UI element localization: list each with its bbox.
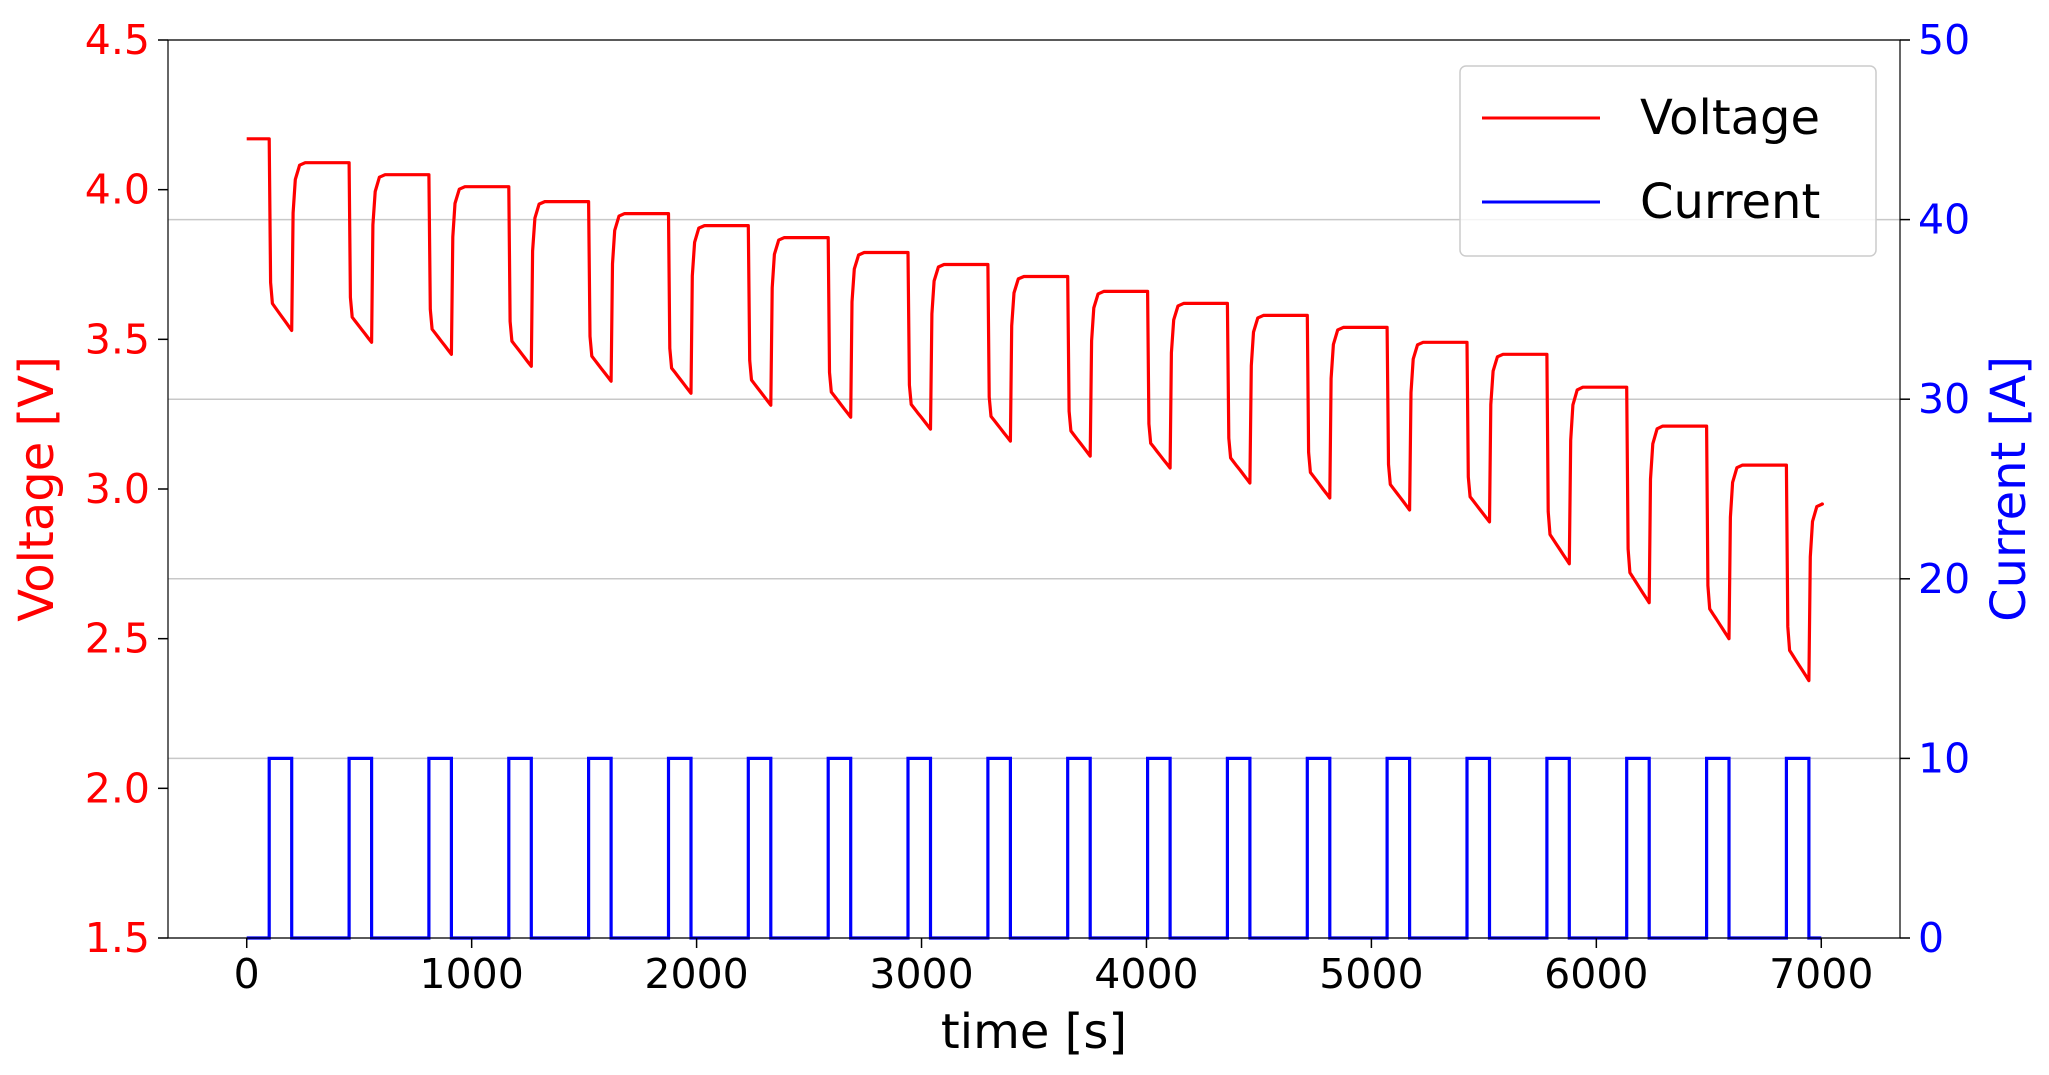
axis-ticks: 0 1000 2000 3000 4000 5000 6000 7000 1.5 2.0 2.5 3.… — [85, 16, 1970, 998]
y-right-tick-label: 50 — [1918, 16, 1970, 64]
legend-label-voltage: Voltage — [1640, 90, 1820, 146]
y-left-tick-label: 3.0 — [85, 465, 150, 513]
y-axis-left-title: Voltage [V] — [9, 356, 65, 622]
y-left-tick-label: 2.5 — [85, 615, 150, 663]
y-left-tick-label: 1.5 — [85, 914, 150, 962]
x-tick-label: 7000 — [1769, 950, 1873, 998]
y-right-tick-label: 20 — [1918, 555, 1970, 603]
y-axis-right-title: Current [A] — [1981, 356, 2037, 622]
x-tick-label: 6000 — [1544, 950, 1648, 998]
x-tick-label: 1000 — [419, 950, 523, 998]
y-left-tick-label: 2.0 — [85, 764, 150, 812]
y-right-tick-label: 30 — [1918, 375, 1970, 423]
y-right-tick-label: 0 — [1918, 914, 1944, 962]
y-left-tick-label: 3.5 — [85, 315, 150, 363]
x-tick-label: 4000 — [1094, 950, 1198, 998]
voltage-line — [246, 137, 1824, 683]
x-axis-title: time [s] — [941, 1004, 1127, 1060]
y-left-tick-label: 4.5 — [85, 16, 150, 64]
y-left-tick-label: 4.0 — [85, 166, 150, 214]
legend: Voltage Current — [1459, 65, 1877, 257]
plot-area — [246, 137, 1824, 940]
x-tick-label: 5000 — [1319, 950, 1423, 998]
y-right-tick-label: 10 — [1918, 734, 1970, 782]
x-tick-label: 3000 — [869, 950, 973, 998]
x-tick-label: 2000 — [644, 950, 748, 998]
current-line — [246, 756, 1822, 940]
legend-label-current: Current — [1640, 174, 1820, 230]
legend-box — [1459, 65, 1877, 257]
x-tick-label: 0 — [234, 950, 260, 998]
y-right-tick-label: 40 — [1918, 196, 1970, 244]
